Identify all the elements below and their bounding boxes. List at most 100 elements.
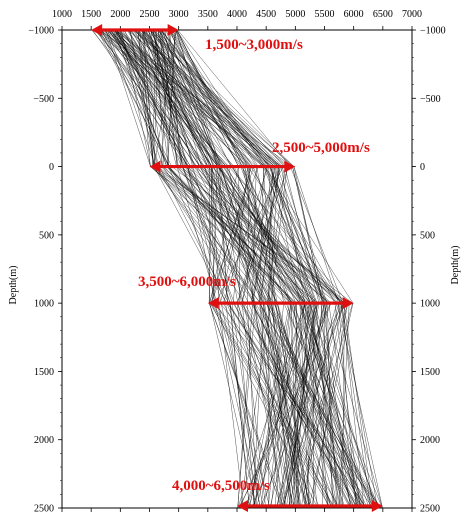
y-axis-right-ticks: −1000 −500 0 500 1000 1500 2000 2500 <box>412 26 446 512</box>
velocity-profile-line <box>91 29 265 509</box>
velocity-profiles <box>91 29 383 509</box>
velocity-profile-line <box>153 29 335 509</box>
velocity-profile-line <box>147 29 250 509</box>
y-tick-label-right: −1000 <box>420 26 446 37</box>
y-tick-label: 2000 <box>34 435 54 446</box>
range-arrow <box>149 160 296 173</box>
range-arrow-head-left <box>91 24 103 36</box>
velocity-profile-line <box>145 29 368 509</box>
velocity-profile-line <box>116 29 376 509</box>
velocity-profile-line <box>141 29 346 509</box>
x-tick-label: 6000 <box>344 9 364 20</box>
velocity-profile-line <box>143 29 310 509</box>
y-tick-label: 0 <box>49 162 54 173</box>
range-arrow-head-left <box>149 160 161 173</box>
velocity-profile-line <box>175 29 343 509</box>
velocity-profile-line <box>161 29 360 509</box>
velocity-profile-line <box>123 29 353 509</box>
velocity-profile-line <box>110 29 343 509</box>
velocity-profile-line <box>97 29 380 509</box>
velocity-profile-line <box>108 29 377 509</box>
x-tick-label: 1000 <box>52 9 72 20</box>
x-tick-label: 2500 <box>140 9 160 20</box>
velocity-profile-line <box>133 29 340 509</box>
velocity-profile-line <box>160 29 310 509</box>
velocity-profile-line <box>177 29 343 509</box>
velocity-profile-line <box>139 29 283 509</box>
velocity-profile-line <box>162 29 378 509</box>
velocity-profile-line <box>137 29 331 509</box>
velocity-profile-line <box>157 29 308 509</box>
velocity-profile-line <box>164 29 320 509</box>
velocity-profile-line <box>161 29 271 509</box>
range-arrow <box>91 24 179 36</box>
velocity-profile-line <box>99 29 326 509</box>
y-tick-label: 1500 <box>34 367 54 378</box>
velocity-profile-line <box>106 29 308 509</box>
velocity-profile-line <box>115 29 354 509</box>
velocity-profile-line <box>169 29 285 509</box>
x-tick-label: 3500 <box>198 9 218 20</box>
velocity-profile-line <box>153 29 383 509</box>
x-tick-label: 5000 <box>285 9 305 20</box>
x-tick-label: 3000 <box>169 9 189 20</box>
velocity-profile-line <box>134 29 357 509</box>
velocity-profile-line <box>150 29 258 509</box>
x-tick-label: 4000 <box>227 9 247 20</box>
velocity-profile-line <box>96 29 370 509</box>
x-tick-label: 2000 <box>110 9 130 20</box>
x-axis-ticks: 1000 1500 2000 2500 3000 3500 4000 4500 5000 5500… <box>52 9 422 512</box>
y-tick-label: 1000 <box>34 299 54 310</box>
range-label: 1,500~3,000m/s <box>205 37 303 53</box>
y-tick-label: 500 <box>39 230 54 241</box>
x-tick-label: 1500 <box>81 9 101 20</box>
velocity-profile-line <box>117 29 341 509</box>
velocity-profile-line <box>168 29 280 509</box>
velocity-profile-line <box>122 29 286 509</box>
range-arrow-head-right <box>371 500 383 512</box>
velocity-profile-line <box>127 29 288 509</box>
velocity-profile-line <box>97 29 302 509</box>
velocity-profile-line <box>137 29 366 509</box>
velocity-profile-line <box>152 29 330 509</box>
y-tick-label-right: 1500 <box>420 367 440 378</box>
y-tick-label-right: 2000 <box>420 435 440 446</box>
y-tick-label: −1000 <box>28 26 54 37</box>
velocity-profile-line <box>104 29 335 509</box>
velocity-profile-line <box>133 29 313 509</box>
velocity-profile-line <box>128 29 244 509</box>
x-tick-label: 7000 <box>402 9 422 20</box>
velocity-profile-line <box>103 29 306 509</box>
y-tick-label: −500 <box>33 94 54 105</box>
y-tick-label: 2500 <box>34 504 54 512</box>
velocity-profile-line <box>160 29 346 509</box>
range-label: 4,000~6,500m/s <box>172 478 270 494</box>
velocity-profile-line <box>114 29 359 509</box>
range-label: 3,500~6,000m/s <box>138 274 236 290</box>
y-axis-label-right: Depth(m) <box>450 246 461 285</box>
y-axis-left-ticks: −1000 −500 0 500 1000 1500 2000 2500 <box>28 26 62 512</box>
velocity-profile-line <box>109 29 361 509</box>
velocity-profile-line <box>134 29 283 509</box>
range-arrow-head-left <box>237 500 248 512</box>
y-axis-label-left: Depth(m) <box>8 266 19 305</box>
velocity-profile-line <box>176 29 310 509</box>
velocity-profile-line <box>121 29 297 509</box>
velocity-profile-line <box>113 29 318 509</box>
velocity-profile-line <box>114 29 345 509</box>
range-arrow-head-right <box>342 297 354 310</box>
velocity-profile-line <box>98 29 291 509</box>
velocity-profile-line <box>114 29 299 509</box>
velocity-profile-line <box>167 29 352 509</box>
range-arrow-head-right <box>284 160 296 173</box>
velocity-profile-line <box>110 29 295 509</box>
velocity-profile-line <box>146 29 351 509</box>
velocity-range-annotations: 1,500~3,000m/s 2,500~5,000m/s 3,500~6,000m… <box>91 24 383 512</box>
velocity-profile-line <box>119 29 358 509</box>
velocity-profile-line <box>101 29 353 509</box>
velocity-profile-line <box>102 29 371 509</box>
velocity-profile-line <box>159 29 298 509</box>
velocity-profile-line <box>168 29 363 509</box>
range-arrow <box>237 500 383 512</box>
